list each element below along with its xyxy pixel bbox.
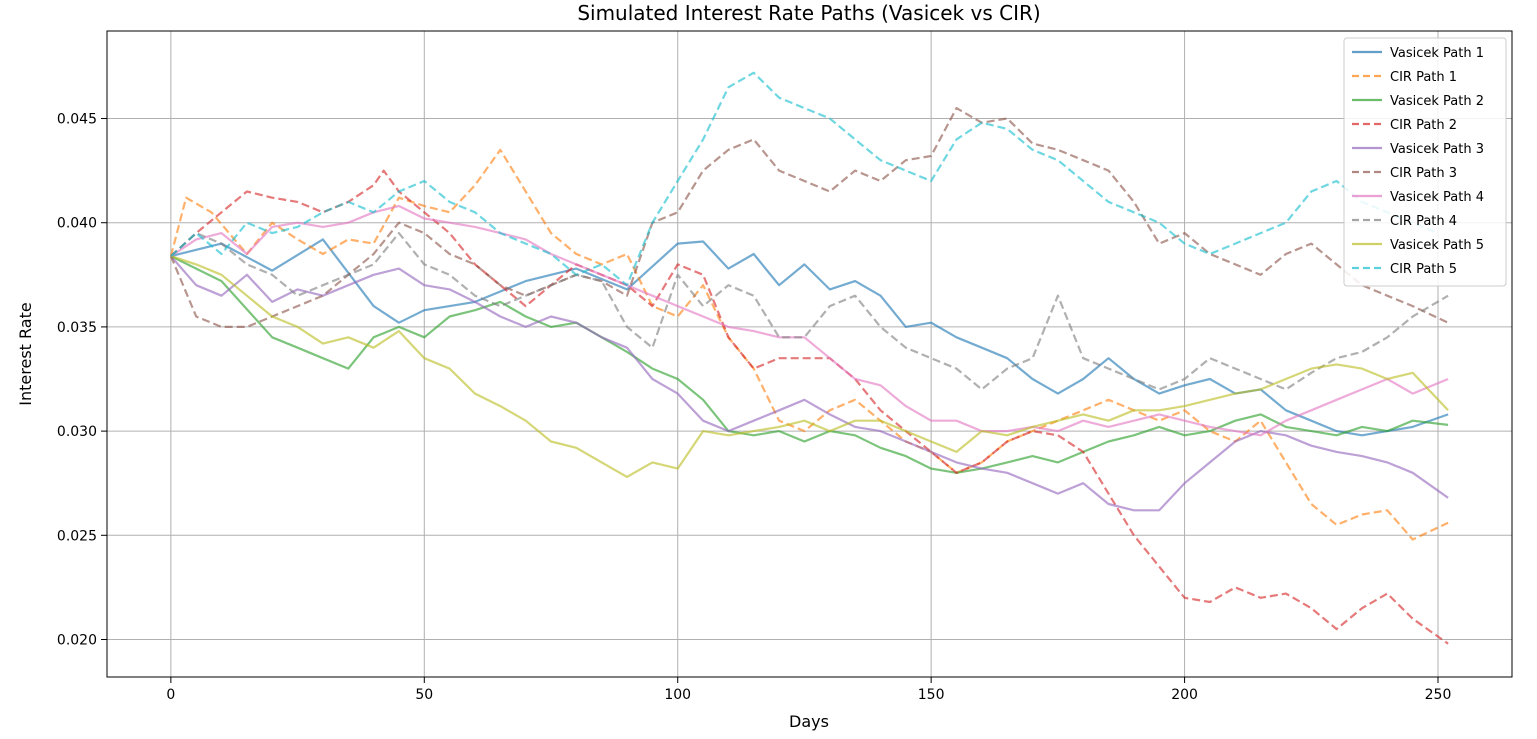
legend-label: CIR Path 2 bbox=[1390, 118, 1457, 133]
y-tick-label: 0.020 bbox=[57, 632, 97, 648]
x-tick-label: 200 bbox=[1171, 687, 1198, 703]
legend-label: Vasicek Path 2 bbox=[1390, 94, 1484, 109]
legend-label: Vasicek Path 3 bbox=[1390, 142, 1484, 157]
series-line-5 bbox=[170, 255, 1449, 512]
x-tick-label: 150 bbox=[918, 687, 945, 703]
y-tick-label: 0.025 bbox=[57, 528, 97, 544]
chart-title: Simulated Interest Rate Paths (Vasicek v… bbox=[577, 1, 1040, 25]
x-tick-label: 100 bbox=[664, 687, 691, 703]
plot-frame bbox=[106, 30, 1513, 678]
series-line-2 bbox=[169, 148, 1449, 541]
x-tick-label: 250 bbox=[1425, 687, 1452, 703]
x-axis-label: Days bbox=[789, 712, 829, 731]
x-tick-label: 50 bbox=[415, 687, 433, 703]
series-line-10 bbox=[170, 71, 1439, 287]
legend-label: CIR Path 4 bbox=[1390, 214, 1457, 229]
y-tick-label: 0.035 bbox=[57, 320, 97, 336]
legend-label: Vasicek Path 5 bbox=[1390, 238, 1484, 253]
series-line-9 bbox=[170, 255, 1449, 478]
series-line-8 bbox=[170, 232, 1449, 391]
grid bbox=[107, 31, 1512, 677]
legend-label: Vasicek Path 4 bbox=[1390, 190, 1484, 205]
legend-label: CIR Path 5 bbox=[1390, 262, 1457, 277]
series-line-6 bbox=[169, 106, 1449, 328]
legend-label: CIR Path 3 bbox=[1390, 166, 1457, 181]
legend-label: CIR Path 1 bbox=[1390, 70, 1457, 85]
y-tick-label: 0.040 bbox=[57, 216, 97, 232]
legend-box bbox=[1343, 37, 1507, 287]
x-tick-label: 0 bbox=[166, 687, 175, 703]
legend: Vasicek Path 1 CIR Path 1 Vasicek Path 2 CI… bbox=[1343, 37, 1507, 287]
series-line-1 bbox=[170, 238, 1449, 437]
y-tick-label: 0.045 bbox=[57, 112, 97, 128]
y-tick-label: 0.030 bbox=[57, 424, 97, 440]
x-axis-ticks: 0 50 100 150 200 250 bbox=[166, 677, 1451, 703]
series-line-4 bbox=[170, 169, 1449, 645]
series-lines bbox=[169, 71, 1449, 645]
legend-label: Vasicek Path 1 bbox=[1390, 46, 1484, 61]
series-line-7 bbox=[170, 204, 1449, 437]
y-axis-label: Interest Rate bbox=[16, 302, 35, 405]
y-axis-ticks: 0.020 0.025 0.030 0.035 0.040 0.045 bbox=[57, 112, 107, 648]
